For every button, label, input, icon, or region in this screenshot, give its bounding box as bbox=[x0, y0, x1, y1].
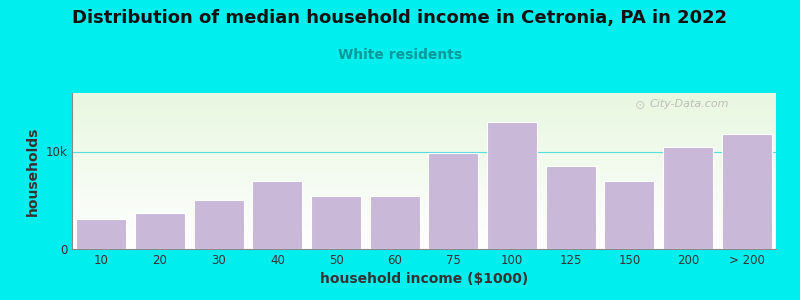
Bar bbox=[663, 147, 713, 249]
Bar bbox=[194, 200, 243, 249]
Bar bbox=[77, 219, 126, 249]
Bar bbox=[722, 134, 771, 249]
Bar bbox=[429, 153, 478, 249]
Bar bbox=[311, 196, 361, 249]
Bar bbox=[135, 213, 185, 249]
Y-axis label: households: households bbox=[26, 126, 40, 216]
Bar bbox=[253, 181, 302, 249]
Bar bbox=[370, 196, 419, 249]
Bar bbox=[487, 122, 537, 249]
Text: White residents: White residents bbox=[338, 48, 462, 62]
Text: Distribution of median household income in Cetronia, PA in 2022: Distribution of median household income … bbox=[73, 9, 727, 27]
Text: ⊙: ⊙ bbox=[635, 99, 646, 112]
X-axis label: household income ($1000): household income ($1000) bbox=[320, 272, 528, 286]
Bar bbox=[546, 166, 595, 249]
Text: City-Data.com: City-Data.com bbox=[650, 99, 729, 109]
Bar bbox=[605, 181, 654, 249]
